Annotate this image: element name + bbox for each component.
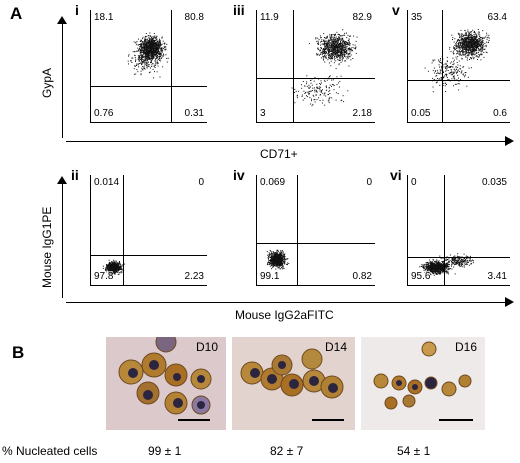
quadrant-ur: 80.8 (184, 12, 204, 23)
igg1pe-axis-label: Mouse IgG1PE (40, 206, 54, 288)
cells-image (118, 337, 212, 415)
quadrant-ur: 82.9 (352, 12, 372, 23)
plot-sub-label: iii (233, 2, 245, 18)
scatter-dots (419, 253, 475, 276)
scatter-dots (127, 32, 169, 79)
plot-sub-label: v (392, 2, 400, 18)
arrow-up-icon (57, 16, 67, 24)
nucleated-row-label: % Nucleated cells (2, 444, 98, 458)
scale-bar (439, 419, 473, 421)
scale-bar (312, 419, 344, 421)
scatter-dots (291, 29, 358, 107)
nucleated-d14: 82 ± 7 (270, 444, 304, 458)
day-label: D10 (195, 340, 218, 354)
arrow-up-icon (57, 176, 67, 184)
flow-plot-v: v 35 63.4 0.05 0.6 (392, 2, 510, 123)
igg1pe-axis-arrow (62, 180, 63, 298)
arrow-right-icon (505, 297, 514, 307)
quadrant-ul: 18.1 (94, 12, 114, 23)
quadrant-ll: 0.76 (94, 108, 114, 119)
day-label: D16 (454, 340, 477, 354)
panel-a-label: A (10, 4, 23, 23)
quadrant-ll: 95.6 (411, 271, 431, 282)
micrograph-d14: D14 (232, 337, 355, 430)
cd71-axis-arrow (66, 141, 506, 142)
gypa-axis-label: GypA (40, 67, 54, 98)
scale-bar (178, 419, 210, 421)
quadrant-ll: 99.1 (260, 271, 280, 282)
quadrant-ul: 35 (411, 12, 423, 23)
quadrant-ur: 0 (366, 177, 372, 188)
flow-plot-iii: iii 11.9 82.9 3 2.18 (233, 2, 375, 123)
flow-plot-iv: iv 0.069 0 99.1 0.82 (233, 167, 375, 286)
flow-plot-ii: ii 0.014 0 97.8 2.23 (71, 167, 207, 286)
day-label: D14 (324, 340, 347, 354)
panel-b-label: B (12, 343, 25, 362)
gypa-axis-arrow (62, 20, 63, 138)
quadrant-ur: 0 (198, 177, 204, 188)
scatter-dots (266, 249, 290, 270)
quadrant-ul: 0 (411, 177, 417, 188)
quadrant-ul: 11.9 (260, 12, 279, 23)
plot-sub-label: vi (390, 167, 402, 183)
quadrant-ul: 0.069 (260, 177, 286, 188)
quadrant-lr: 2.23 (184, 271, 204, 282)
plot-sub-label: i (75, 2, 79, 18)
quadrant-ll: 97.8 (94, 271, 114, 282)
plot-sub-label: ii (71, 167, 79, 183)
flow-plot-vi: vi 0 0.035 95.6 3.41 (390, 167, 510, 286)
quadrant-lr: 0.31 (184, 108, 204, 119)
cells-image (373, 341, 472, 410)
cells-image (240, 348, 344, 399)
quadrant-ll: 0.05 (411, 108, 431, 119)
flow-plot-i: i 18.1 80.8 0.76 0.31 (75, 2, 207, 123)
micrograph-d10: D10 (106, 337, 226, 430)
arrow-right-icon (505, 136, 514, 146)
quadrant-ur: 63.4 (487, 12, 507, 23)
quadrant-ll: 3 (260, 108, 266, 119)
igg2afitc-axis-arrow (66, 302, 506, 303)
quadrant-ur: 0.035 (481, 177, 507, 188)
quadrant-ul: 0.014 (94, 177, 120, 188)
nucleated-d16: 54 ± 1 (397, 444, 431, 458)
plot-sub-label: iv (233, 167, 245, 183)
quadrant-lr: 2.18 (352, 108, 372, 119)
igg2afitc-axis-label: Mouse IgG2aFITC (235, 308, 334, 322)
quadrant-lr: 3.41 (487, 271, 507, 282)
micrograph-d16: D16 (361, 337, 485, 430)
scatter-dots (102, 259, 126, 276)
nucleated-d10: 99 ± 1 (148, 444, 182, 458)
scatter-dots (424, 29, 490, 93)
quadrant-lr: 0.6 (493, 108, 507, 119)
quadrant-lr: 0.82 (352, 271, 372, 282)
cd71-axis-label: CD71+ (260, 147, 298, 161)
